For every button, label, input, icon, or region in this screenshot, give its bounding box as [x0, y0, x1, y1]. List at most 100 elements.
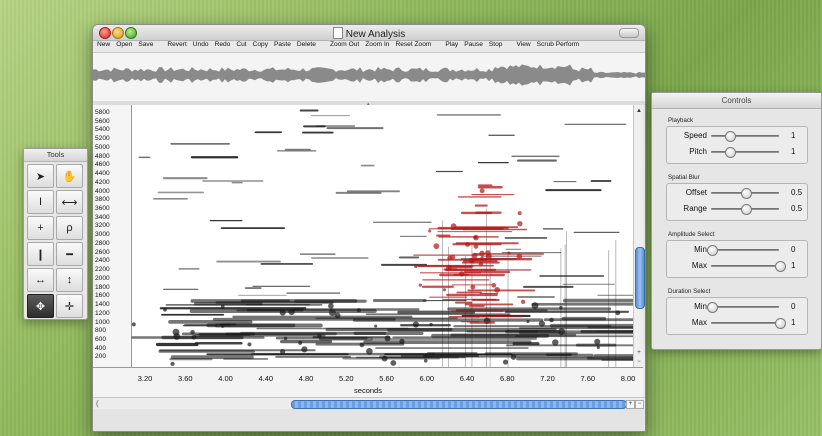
frequency-tick-label: 3600 — [95, 204, 110, 212]
slider-track[interactable] — [706, 302, 779, 313]
scroll-left-cap-icon[interactable]: ( — [96, 399, 99, 408]
scroll-plus-icon[interactable]: + — [637, 350, 641, 356]
arrow-select-tool[interactable]: ➤ — [27, 164, 54, 188]
selected-partial-blob — [479, 188, 485, 194]
slider-knob[interactable] — [706, 302, 718, 313]
vertical-move-tool[interactable]: ↕ — [56, 268, 83, 292]
selected-partial-blob — [450, 254, 456, 260]
window-titlebar[interactable]: New Analysis — [93, 25, 645, 41]
minimize-window-button[interactable] — [112, 27, 124, 39]
vertical-scroll-thumb[interactable] — [635, 247, 645, 309]
slider-knob[interactable] — [740, 188, 752, 199]
partial-blob — [384, 335, 391, 342]
delete-button[interactable]: Delete — [296, 41, 316, 48]
frequency-tick-label: 2800 — [95, 239, 110, 247]
zoom-in-button[interactable]: Zoom In — [365, 41, 390, 48]
scroll-minus-icon[interactable]: − — [637, 359, 641, 365]
play-button[interactable]: Play — [445, 41, 459, 48]
slider-track[interactable] — [711, 261, 786, 272]
redo-button[interactable]: Redo — [214, 41, 231, 48]
partial-blob — [221, 324, 225, 328]
slider-knob[interactable] — [774, 261, 786, 272]
pause-button[interactable]: Pause — [464, 41, 483, 48]
slider-knob[interactable] — [706, 245, 718, 256]
controls-palette-title[interactable]: Controls — [652, 93, 821, 109]
slider-track[interactable] — [711, 318, 786, 329]
cut-button[interactable]: Cut — [236, 41, 247, 48]
slider-track[interactable] — [711, 131, 779, 142]
scrub-perform-button[interactable]: Scrub Perform — [536, 41, 580, 48]
tools-palette: Tools ➤ ✋ I ⟷ + ρ ❙ ━ ↔ ↕ ✥ ✛ — [23, 148, 88, 320]
slider-label: Pitch — [689, 147, 707, 156]
undo-button[interactable]: Undo — [192, 41, 209, 48]
slider-track[interactable] — [711, 188, 779, 199]
window-title: New Analysis — [345, 29, 406, 40]
time-tick-label: 6.80 — [499, 374, 515, 383]
slider-row: Max 1 — [667, 259, 807, 273]
new-button[interactable]: New — [97, 41, 111, 48]
move-all-tool[interactable]: ✥ — [27, 294, 54, 318]
waveform-overview[interactable] — [93, 52, 645, 102]
scroll-up-arrow-icon[interactable]: ▲ — [636, 108, 642, 114]
slider-knob[interactable] — [724, 147, 736, 158]
selected-partial-blob — [458, 271, 465, 277]
close-window-button[interactable] — [99, 27, 111, 39]
slider-value: 0 — [791, 302, 796, 311]
selected-partial-blob — [450, 223, 457, 229]
zoom-window-button[interactable] — [125, 27, 137, 39]
selected-partial-blob — [494, 286, 501, 293]
zoom-out-horizontal-icon[interactable]: − — [635, 400, 644, 409]
time-range-tool[interactable]: ⟷ — [56, 190, 83, 214]
save-button[interactable]: Save — [138, 41, 154, 48]
hand-pan-tool[interactable]: ✋ — [56, 164, 83, 188]
stop-button[interactable]: Stop — [488, 41, 503, 48]
frequency-tick-label: 2400 — [95, 257, 110, 265]
partial-blob — [288, 308, 295, 316]
slider-label: Min — [694, 302, 707, 311]
frequency-tick-label: 1600 — [95, 292, 110, 300]
crosshair-icon: + — [37, 222, 44, 234]
revert-button[interactable]: Revert — [167, 41, 187, 48]
paste-button[interactable]: Paste — [274, 41, 291, 48]
spectrogram-plot[interactable] — [131, 105, 633, 367]
toolbar-group: New Open Save — [97, 40, 153, 50]
toolbar-toggle-button[interactable] — [619, 28, 639, 38]
slider-row: Max 1 — [667, 316, 807, 330]
zoom-out-button[interactable]: Zoom Out — [329, 41, 360, 48]
open-button[interactable]: Open — [116, 41, 133, 48]
frequency-tick-label: 1200 — [95, 309, 110, 317]
view-button[interactable]: View — [516, 41, 531, 48]
slider-knob[interactable] — [740, 204, 752, 215]
selected-partial-blob — [491, 282, 497, 288]
pane-splitter[interactable]: ▴ — [93, 101, 645, 107]
slider-row: Offset 0.5 — [667, 186, 807, 200]
time-tick-label: 3.60 — [177, 374, 193, 383]
horizontal-scroll-thumb[interactable] — [291, 400, 627, 409]
reset-zoom-button[interactable]: Reset Zoom — [395, 41, 432, 48]
partial-blob — [356, 308, 361, 313]
lasso-tool[interactable]: ρ — [56, 216, 83, 240]
frequency-tick-label: 3400 — [95, 213, 110, 221]
time-cursor-tool[interactable]: I — [27, 190, 54, 214]
vertical-stretch-tool[interactable]: ❙ — [27, 242, 54, 266]
copy-button[interactable]: Copy — [252, 41, 268, 48]
selected-partial-blob — [470, 284, 476, 290]
spectrogram-view[interactable]: 5800 5600 5400 5200 5000 4800 4600 4400 4200 4000… — [93, 105, 633, 367]
crosshair-tool[interactable]: + — [27, 216, 54, 240]
partial-blob — [190, 329, 195, 335]
slider-track[interactable] — [706, 245, 779, 256]
slider-track[interactable] — [711, 147, 779, 158]
frequency-tick-label: 5600 — [95, 117, 110, 125]
slider-track[interactable] — [711, 204, 779, 215]
zoom-in-horizontal-icon[interactable]: + — [626, 400, 635, 409]
control-section-label: Playback — [668, 117, 694, 124]
slider-knob[interactable] — [774, 318, 786, 329]
toolbar: New Open Save Revert Undo Redo Cut Copy Paste Del… — [93, 40, 645, 50]
slider-knob[interactable] — [724, 131, 736, 142]
small-move-tool[interactable]: ✛ — [56, 294, 83, 318]
tools-palette-title[interactable]: Tools — [24, 149, 87, 162]
horizontal-move-tool[interactable]: ↔ — [27, 268, 54, 292]
horizontal-scrollbar[interactable]: ( + − — [93, 397, 645, 410]
vertical-scrollbar[interactable]: ▲ + − — [633, 105, 645, 367]
horizontal-stretch-tool[interactable]: ━ — [56, 242, 83, 266]
